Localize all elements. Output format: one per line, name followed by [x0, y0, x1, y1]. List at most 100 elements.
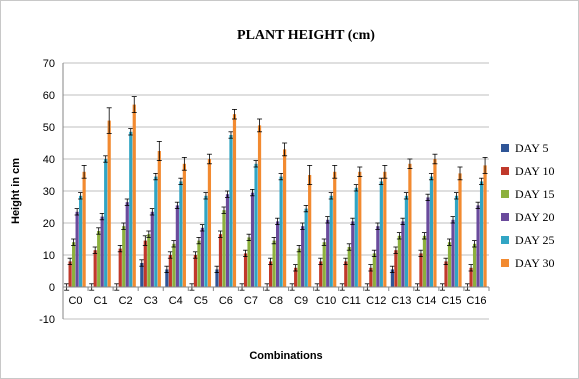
bar [479, 181, 484, 287]
bar [165, 269, 169, 287]
bar [175, 205, 179, 287]
bar [344, 261, 348, 287]
bar [150, 211, 154, 287]
bar [429, 176, 434, 287]
bar [297, 248, 301, 287]
bar [193, 255, 198, 287]
y-tick-label: 10 [43, 250, 55, 262]
bar [283, 149, 287, 287]
bar [125, 202, 129, 287]
bar [372, 253, 376, 287]
x-tick-label: C0 [68, 295, 82, 307]
bar [118, 248, 122, 287]
x-axis-title: Combinations [249, 350, 322, 362]
bar [93, 250, 97, 287]
legend-swatch [501, 213, 509, 221]
legend-swatch [501, 167, 509, 175]
bar [79, 195, 83, 287]
bar [215, 269, 219, 287]
bar [394, 250, 398, 287]
x-tick-label: C7 [244, 295, 258, 307]
bar [147, 234, 151, 287]
x-tick-label: C5 [194, 295, 208, 307]
bar [358, 171, 362, 287]
x-tick-label: C15 [441, 295, 461, 307]
x-tick-label: C13 [391, 295, 411, 307]
bar [369, 267, 373, 287]
x-tick-label: C16 [466, 295, 486, 307]
y-tick-label: 50 [43, 122, 55, 134]
bar [179, 181, 183, 287]
bar [200, 227, 205, 287]
legend-label: DAY 10 [515, 164, 554, 178]
bar [326, 219, 330, 287]
x-tick-label: C4 [169, 295, 183, 307]
bar [272, 240, 276, 287]
bar [232, 114, 237, 287]
bar [458, 173, 462, 287]
y-axis-title: Height in cm [10, 158, 22, 224]
bar [257, 125, 262, 288]
bar [218, 234, 223, 287]
bar [304, 208, 308, 287]
bar [72, 242, 76, 287]
bar [454, 195, 459, 287]
bar [422, 235, 427, 287]
bar [444, 261, 448, 287]
bar [154, 176, 158, 287]
bar [207, 159, 212, 287]
bar [143, 240, 147, 287]
bar [408, 163, 412, 287]
bar [68, 261, 72, 287]
bar [404, 195, 408, 287]
x-tick-label: C11 [341, 295, 360, 307]
bar [279, 176, 283, 287]
bar [82, 171, 86, 287]
bar [451, 219, 455, 287]
x-tick-label: C12 [366, 295, 386, 307]
bar [447, 242, 452, 287]
bar [129, 131, 133, 287]
bars [64, 96, 488, 291]
bar [168, 255, 172, 287]
y-tick-label: 60 [43, 90, 55, 102]
x-tick-label: C3 [144, 295, 158, 307]
legend-swatch [501, 236, 509, 244]
bar [247, 237, 251, 287]
bar [250, 192, 255, 287]
y-tick-label: -10 [39, 314, 55, 326]
bar [379, 181, 383, 287]
bar [390, 269, 394, 287]
bar [132, 104, 136, 287]
x-tick-label: C14 [416, 295, 436, 307]
bar [100, 216, 104, 287]
legend-label: DAY 25 [515, 233, 554, 247]
bar [229, 135, 233, 287]
bar [329, 195, 333, 287]
chart-title: PLANT HEIGHT (cm) [237, 28, 375, 43]
bar [472, 243, 477, 287]
bar [319, 261, 323, 287]
bar [225, 194, 230, 287]
bar [182, 163, 186, 287]
x-tick-label: C2 [119, 295, 133, 307]
bar [104, 159, 108, 287]
bar [197, 240, 201, 287]
y-tick-label: 40 [43, 154, 55, 166]
bar [483, 165, 487, 287]
y-tick-label: 70 [43, 58, 55, 70]
legend-label: DAY 5 [515, 141, 548, 155]
bar [354, 187, 358, 287]
legend-label: DAY 15 [515, 187, 554, 201]
bar [269, 261, 273, 287]
bar [107, 120, 111, 287]
bar [157, 151, 161, 287]
bar [97, 231, 101, 287]
bar [222, 210, 226, 287]
bar [140, 263, 144, 287]
axes: -10 0 10 20 30 40 50 60 70 C0 C1 C2 C3 C4 C5 C6 C7 C8 C9 C1… [39, 58, 490, 326]
bar [419, 253, 423, 287]
bar [469, 267, 473, 287]
